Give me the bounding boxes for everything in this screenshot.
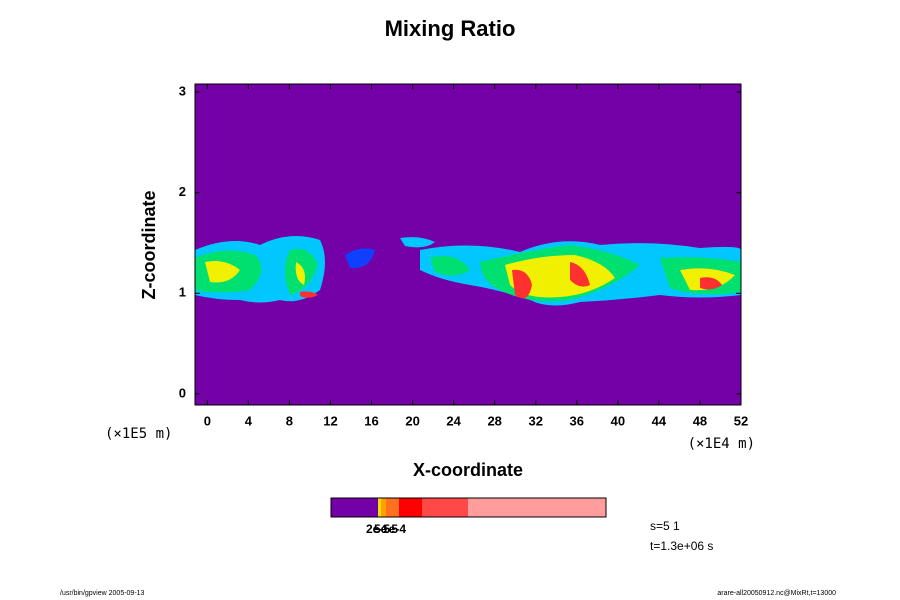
x-tick-label: 28 [487, 413, 501, 428]
y-axis-label: Z-coordinate [139, 190, 159, 299]
x-tick-label: 32 [529, 413, 543, 428]
colorbar-label: 5e-5 [374, 522, 398, 536]
x-tick-label: 20 [405, 413, 419, 428]
plot-frame [194, 83, 742, 406]
colorbar-label: 2e-5 [366, 522, 390, 536]
x-tick-label: 0 [204, 413, 211, 428]
y-tick-label: 2 [179, 184, 186, 199]
colorbar-label: 1e-4 [382, 522, 406, 536]
colorbar-segment [468, 498, 606, 517]
x-tick-label: 40 [611, 413, 625, 428]
x-tick-label: 48 [693, 413, 707, 428]
footer: /usr/bin/gpview 2005-09-13 [60, 590, 145, 597]
x-axis-label: X-coordinate [413, 460, 523, 480]
y-tick-label: 1 [179, 285, 186, 300]
y-tick-label: 0 [179, 385, 186, 400]
annotation: t=1.3e+06 s [650, 539, 713, 553]
x-tick-label: 52 [734, 413, 748, 428]
colorbar-segment [331, 498, 378, 517]
y-tick-label: 3 [179, 83, 186, 98]
x-tick-label: 24 [446, 413, 461, 428]
footer: arare-all20050912.nc@MixRt,t=13000 [717, 590, 836, 597]
colorbar-frame [330, 497, 607, 518]
field [195, 236, 741, 306]
colorbar-segment [381, 498, 386, 517]
colorbar: 2e-55e-51e-4 [330, 497, 607, 536]
chart-title: Mixing Ratio [385, 16, 516, 41]
colorbar-segment [422, 498, 468, 517]
colorbar-segment [386, 498, 399, 517]
x-tick-label: 16 [364, 413, 378, 428]
x-unit: (×1E4 m) [688, 436, 755, 452]
x-tick-label: 8 [286, 413, 293, 428]
colorbar-segment [399, 498, 422, 517]
x-tick-label: 4 [245, 413, 253, 428]
x-tick-label: 44 [652, 413, 667, 428]
annotation: s=5 1 [650, 519, 680, 533]
x-tick-label: 36 [570, 413, 584, 428]
y-unit: (×1E5 m) [105, 426, 172, 442]
colorbar-segment [378, 498, 381, 517]
x-tick-label: 12 [323, 413, 337, 428]
